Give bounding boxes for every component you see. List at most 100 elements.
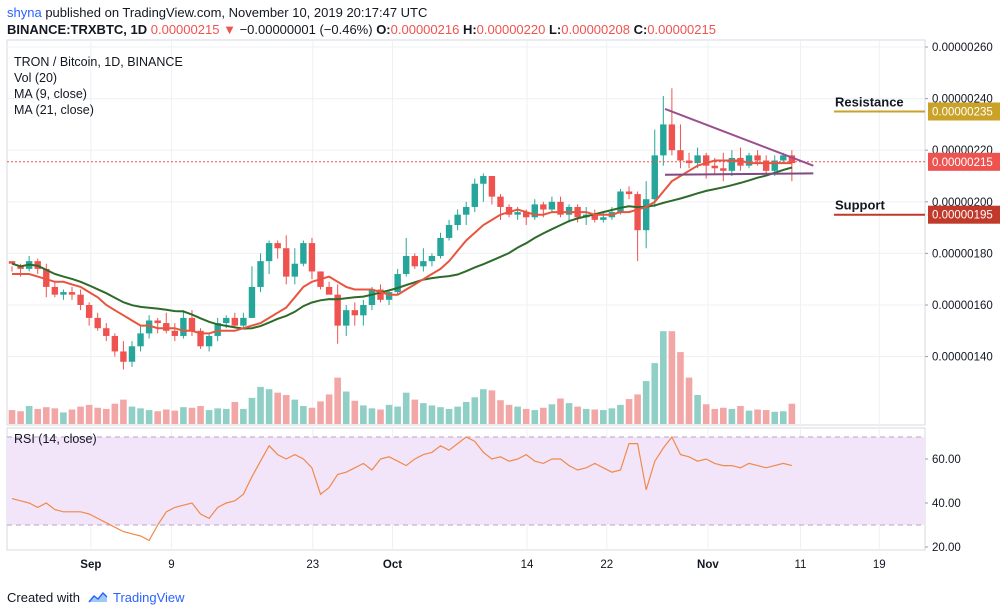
volume-bar bbox=[617, 404, 624, 424]
volume-bar bbox=[728, 408, 736, 424]
volume-bar bbox=[668, 331, 676, 424]
volume-bar bbox=[745, 410, 753, 424]
candle-body bbox=[762, 160, 770, 171]
candle-body bbox=[188, 317, 196, 331]
volume-bar bbox=[25, 406, 33, 424]
candle-body bbox=[771, 160, 778, 171]
volume-bar bbox=[394, 406, 401, 424]
support-value-tag bbox=[928, 205, 1000, 224]
candle-body bbox=[565, 206, 573, 215]
resistance-value-tag-label: 0.00000235 bbox=[932, 107, 993, 119]
volume-bar bbox=[291, 399, 299, 424]
volume-bar bbox=[694, 395, 701, 424]
volume-bar bbox=[600, 410, 607, 424]
candle-body bbox=[145, 320, 153, 334]
volume-bar bbox=[737, 406, 744, 424]
volume-bar bbox=[171, 410, 179, 424]
close-value: 0.00000215 bbox=[647, 22, 716, 37]
volume-bar bbox=[128, 406, 136, 424]
volume-bar bbox=[137, 408, 144, 424]
candle-body bbox=[720, 168, 727, 171]
rsi-line bbox=[11, 435, 793, 542]
volume-bar bbox=[677, 352, 684, 424]
volume-bar bbox=[411, 399, 419, 424]
candle-body bbox=[300, 243, 307, 264]
candle-body bbox=[625, 191, 633, 195]
volume-bar bbox=[702, 404, 710, 424]
candle-body bbox=[642, 199, 650, 231]
time-tick-label: Sep bbox=[80, 559, 101, 571]
high-value: 0.00000220 bbox=[476, 22, 546, 37]
candle-body bbox=[163, 323, 170, 331]
time-tick-label: 11 bbox=[794, 559, 806, 571]
volume-bar bbox=[265, 389, 273, 424]
volume-bar bbox=[642, 381, 650, 424]
candle-body bbox=[334, 294, 341, 326]
candle-body bbox=[728, 157, 736, 171]
volume-bar bbox=[197, 406, 204, 424]
volume-bar bbox=[214, 408, 221, 424]
volume-bar bbox=[685, 377, 693, 424]
volume-bar bbox=[548, 404, 556, 424]
volume-bar bbox=[300, 406, 307, 424]
volume-bar bbox=[660, 331, 667, 424]
candle-body bbox=[745, 155, 753, 166]
volume-bar bbox=[788, 403, 796, 424]
support-value-tag-label: 0.00000195 bbox=[932, 210, 993, 222]
candle-body bbox=[120, 351, 127, 362]
annotation-layer: Resistance Support bbox=[7, 95, 925, 216]
candle-body bbox=[385, 292, 393, 300]
volume-bar bbox=[428, 405, 436, 424]
candle-body bbox=[205, 335, 213, 347]
candle-body bbox=[514, 212, 521, 215]
volume-bar bbox=[334, 377, 341, 424]
candle-body bbox=[711, 165, 718, 169]
volume-bar bbox=[188, 407, 196, 424]
volume-bar bbox=[257, 386, 264, 424]
candle-body bbox=[240, 317, 247, 326]
candle-body bbox=[651, 155, 658, 200]
volume-bar bbox=[222, 408, 230, 424]
candle-body bbox=[94, 317, 101, 329]
candle-body bbox=[265, 243, 273, 262]
time-tick-label: 19 bbox=[873, 559, 886, 571]
volume-bar bbox=[711, 408, 719, 424]
tradingview-logo-icon bbox=[88, 592, 108, 603]
volume-bar bbox=[720, 407, 727, 424]
last-price: 0.00000215 bbox=[150, 22, 220, 37]
candle-body bbox=[85, 305, 93, 318]
volume-bar bbox=[102, 408, 110, 424]
volume-bar bbox=[162, 409, 170, 424]
candle-body bbox=[17, 266, 24, 269]
candle-body bbox=[411, 255, 418, 267]
candle-body bbox=[274, 243, 281, 249]
candle-body bbox=[471, 183, 478, 207]
high-label: H: bbox=[462, 22, 477, 37]
candle-body bbox=[488, 176, 496, 197]
volume-bar bbox=[145, 410, 153, 424]
candle-body bbox=[660, 124, 667, 156]
candle-body bbox=[557, 201, 564, 215]
volume-bar bbox=[351, 400, 359, 424]
author-name[interactable]: shyna bbox=[7, 5, 42, 20]
volume-bar bbox=[531, 410, 539, 424]
rsi-band bbox=[7, 437, 925, 525]
price-change: −0.00000001 (−0.46%) bbox=[239, 22, 373, 37]
low-label: L: bbox=[548, 22, 562, 37]
candle-body bbox=[128, 346, 136, 362]
volume-bar bbox=[42, 407, 50, 424]
candle-body bbox=[677, 150, 684, 161]
candle-body bbox=[428, 255, 436, 262]
volume-bar bbox=[274, 392, 281, 424]
volume-bar bbox=[240, 408, 247, 424]
candle-body bbox=[248, 286, 256, 318]
volume-bar bbox=[308, 407, 316, 424]
volume-bar bbox=[505, 404, 513, 424]
tradingview-brand[interactable]: TradingView bbox=[113, 590, 185, 605]
last-price-tag-label: 0.00000215 bbox=[932, 157, 993, 169]
volume-bar bbox=[497, 400, 504, 424]
price-tick-label: 0.00000260 bbox=[932, 42, 993, 54]
volume-bar bbox=[317, 401, 324, 424]
candle-body bbox=[360, 305, 367, 316]
